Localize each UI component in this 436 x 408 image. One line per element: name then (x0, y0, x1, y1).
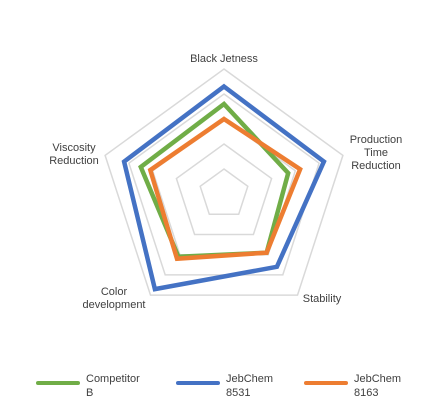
legend-swatch-jebchem-8531 (176, 381, 220, 385)
legend-label-line: JebChem (226, 373, 274, 385)
axis-label-line: Black Jetness (190, 53, 258, 65)
legend-item-competitor-b: Competitor B (36, 372, 148, 400)
radar-series (121, 83, 327, 292)
axis-label-line: Reduction (49, 155, 99, 167)
grid-ring (199, 168, 249, 215)
axis-label-line: Color (101, 286, 128, 298)
series-jebchem-8531 (121, 83, 327, 292)
axis-label-color-development: Color development (83, 286, 146, 311)
legend-label-jebchem-8531: JebChem 8531 (226, 372, 288, 400)
legend-label-line: 8531 (226, 387, 251, 399)
axis-label-line: Production (350, 134, 403, 146)
axis-label-line: Reduction (351, 160, 401, 172)
legend-swatch-competitor-b (36, 381, 80, 385)
legend: Competitor B JebChem 8531 JebChem 8163 (0, 372, 436, 408)
legend-label-line: B (86, 387, 94, 399)
legend-label-jebchem-8163: JebChem 8163 (354, 372, 416, 400)
legend-label-line: JebChem (354, 373, 402, 385)
axis-label-black-jetness: Black Jetness (190, 53, 258, 65)
legend-label-competitor-b: Competitor B (86, 372, 148, 400)
axis-label-line: development (83, 299, 146, 311)
legend-swatch-jebchem-8163 (304, 381, 348, 385)
legend-label-line: 8163 (354, 387, 379, 399)
axis-label-line: Viscosity (52, 142, 96, 154)
axis-label-line: Stability (303, 293, 342, 305)
grid-ring (104, 68, 344, 296)
axis-label-stability: Stability (303, 293, 342, 305)
grid-ring (175, 143, 273, 236)
legend-label-line: Competitor (86, 373, 140, 385)
legend-item-jebchem-8163: JebChem 8163 (304, 372, 416, 400)
axis-label-line: Time (364, 147, 388, 159)
legend-item-jebchem-8531: JebChem 8531 (176, 372, 288, 400)
axis-label-production-time-reduction: Production Time Reduction (350, 134, 403, 172)
series-jebchem-8163 (147, 116, 303, 262)
axis-label-viscosity-reduction: Viscosity Reduction (49, 142, 99, 167)
